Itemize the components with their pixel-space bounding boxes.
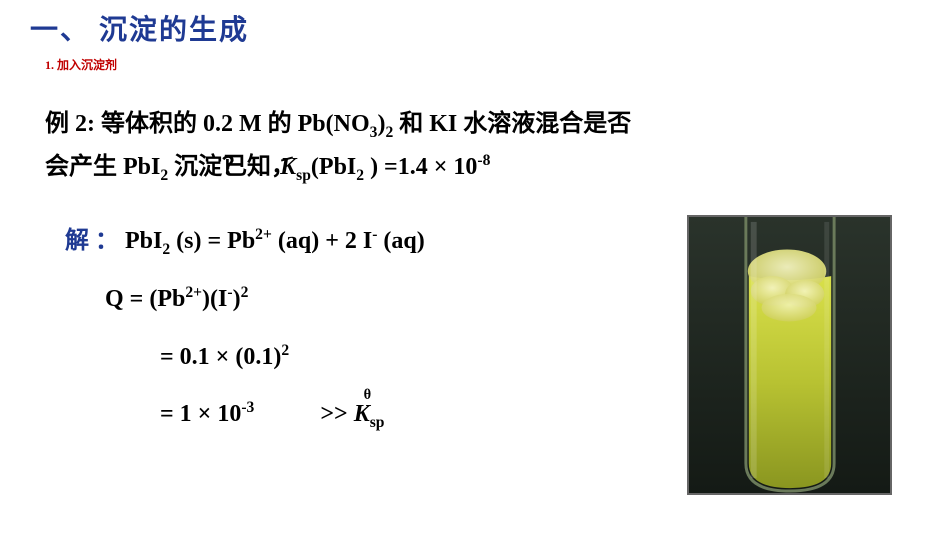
subscript: sp xyxy=(296,167,311,184)
problem-line1: 例 2: 等体积的 0.2 M 的 Pb(NO3)2 和 KI 水溶液混合是否 xyxy=(45,103,920,146)
eq-text: )(I xyxy=(202,286,227,312)
subscript: 2 xyxy=(356,167,364,184)
problem-text: 会产生 PbI xyxy=(45,154,160,180)
theta-icon: θ xyxy=(364,378,372,413)
ksp-k: K xyxy=(280,146,296,189)
eq-text: (s) = Pb xyxy=(170,228,255,254)
compare-op: >> xyxy=(320,401,353,427)
superscript: 2 xyxy=(241,284,249,301)
problem-statement: 例 2: 等体积的 0.2 M 的 Pb(NO3)2 和 KI 水溶液混合是否 … xyxy=(0,73,950,189)
ksp-arg: (PbI xyxy=(311,154,356,180)
solution-label: 解 ： xyxy=(65,228,119,254)
eq-text: ) xyxy=(233,286,241,312)
superscript: 2 xyxy=(281,342,289,359)
theta-strike: K xyxy=(280,146,296,189)
test-tube-photo xyxy=(687,215,892,495)
problem-text: 和 KI 水溶液混合是否 xyxy=(393,111,631,137)
problem-text: 例 2: 等体积的 0.2 M 的 Pb(NO xyxy=(45,111,370,137)
eq-text: Q = (Pb xyxy=(105,286,185,312)
equation: = 0.1 × (0.1)2 xyxy=(160,344,289,370)
subscript: sp xyxy=(370,414,385,431)
subscript: 2 xyxy=(162,241,170,258)
eq-text: = 1 × 10 xyxy=(160,401,241,427)
equation: Q = (Pb2+)(I-)2 xyxy=(105,286,248,312)
equation: PbI2 (s) = Pb2+ (aq) + 2 I- (aq) xyxy=(125,228,425,254)
eq-text: (aq) + 2 I xyxy=(272,228,372,254)
equation: = 1 × 10-3 xyxy=(160,401,260,427)
problem-line2: 会产生 PbI2 沉淀？ 已知， Ksp(PbI2 ) =1.4 × 10-8 xyxy=(45,146,920,189)
test-tube-svg xyxy=(689,217,890,493)
eq-text: PbI xyxy=(125,228,162,254)
ksp-k: Kθ xyxy=(354,386,370,444)
comparison: >> Kθsp xyxy=(320,401,384,427)
ksp-expression: Ksp(PbI2 ) =1.4 × 10-8 xyxy=(280,154,490,180)
subscript: 2 xyxy=(160,167,168,184)
eq-text: = 0.1 × (0.1) xyxy=(160,344,281,370)
superscript: -3 xyxy=(241,399,254,416)
superscript: 2+ xyxy=(255,226,272,243)
section-subheading: 1. 加入沉淀剂 xyxy=(0,48,950,73)
eq-text: (aq) xyxy=(377,228,424,254)
superscript: 2+ xyxy=(185,284,202,301)
superscript: -8 xyxy=(477,152,490,169)
section-heading: 一、 沉淀的生成 xyxy=(0,0,950,48)
ksp-arg: ) =1.4 × 10 xyxy=(364,154,477,180)
